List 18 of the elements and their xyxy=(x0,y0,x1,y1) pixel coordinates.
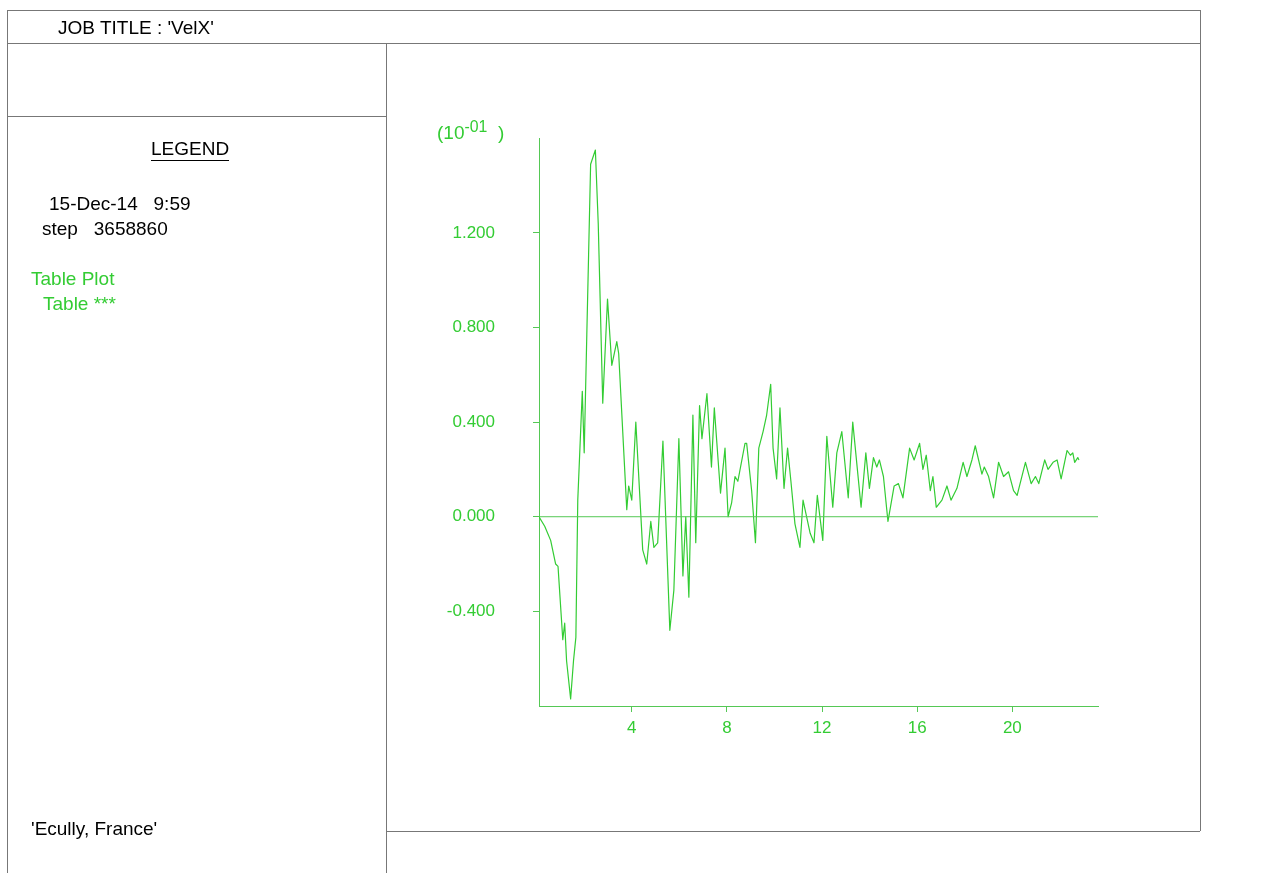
y-tick-label: 1.200 xyxy=(452,222,495,242)
x-tick-label: 12 xyxy=(812,717,832,737)
legend-title: LEGEND xyxy=(151,138,230,161)
x-tick-label: 16 xyxy=(907,717,927,737)
y-axis-title: (10$^{-01}$ ) xyxy=(437,118,505,145)
y-tick-label: 0.400 xyxy=(452,411,495,431)
x-tick-label: 4 xyxy=(627,717,637,737)
text: JOB TITLE : 'VelX' xyxy=(58,17,214,39)
y-tick-label: 0.800 xyxy=(452,317,495,337)
y-tick-label: 0.000 xyxy=(452,506,495,526)
x-tick-label: 8 xyxy=(722,717,732,737)
text: Table *** xyxy=(43,293,116,315)
text: step 3658860 xyxy=(42,218,168,240)
text: 'Ecully, France' xyxy=(31,818,158,840)
y-tick-label: -0.400 xyxy=(446,601,495,621)
text: 15-Dec-14 9:59 xyxy=(49,193,191,215)
x-tick-label: 20 xyxy=(1002,717,1022,737)
text: Table Plot xyxy=(31,268,115,290)
